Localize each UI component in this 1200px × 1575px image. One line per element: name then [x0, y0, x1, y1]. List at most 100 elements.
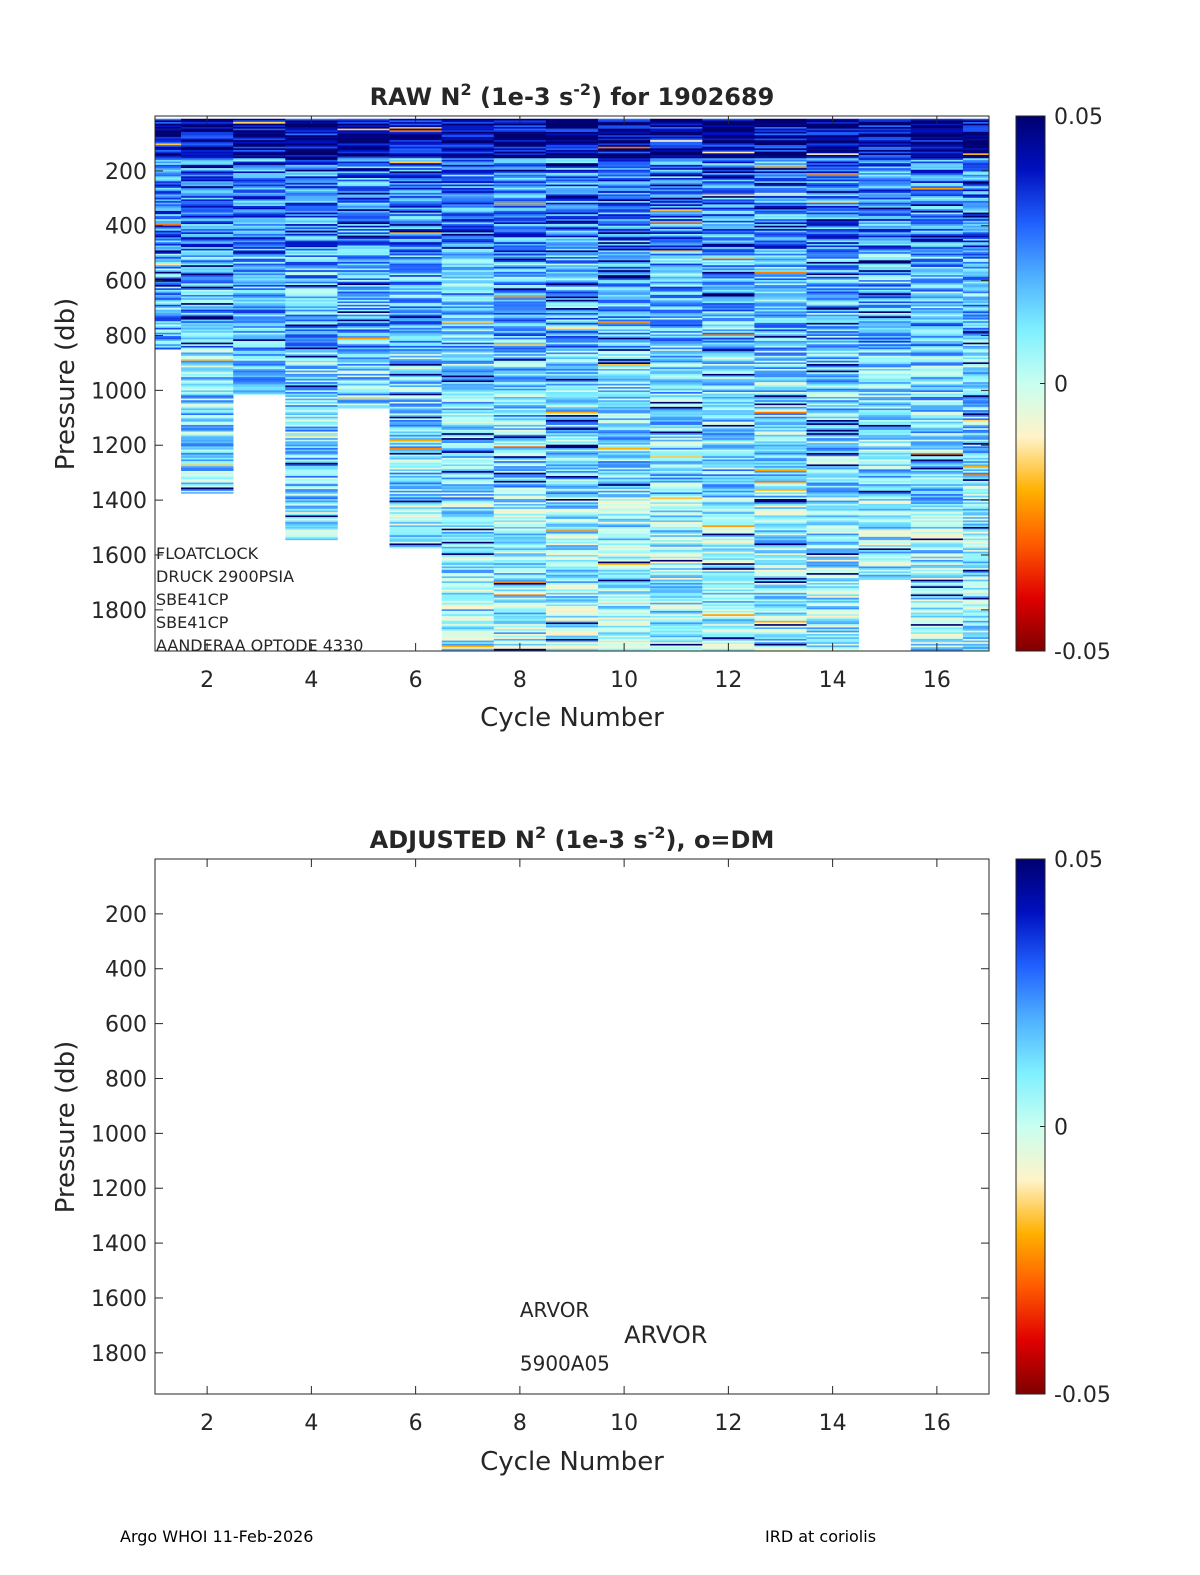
heat-cell: [181, 474, 234, 477]
heat-cell: [155, 322, 182, 325]
heat-cell: [155, 229, 182, 231]
raw-sensor-annotations: FLOATCLOCK DRUCK 2900PSIA SBE41CP SBE41C…: [156, 544, 363, 655]
heat-cell: [181, 126, 234, 129]
heat-cell: [754, 375, 807, 378]
heat-cell: [910, 378, 964, 381]
heat-cell: [441, 576, 495, 579]
heat-cell: [493, 364, 547, 366]
heat-cell: [858, 421, 912, 424]
heat-cell: [389, 227, 442, 230]
heat-cell: [702, 507, 755, 510]
heat-cell: [702, 375, 755, 378]
heat-cell: [910, 202, 964, 205]
heat-cell: [650, 523, 703, 526]
heat-cell: [806, 158, 859, 161]
heat-cell: [285, 436, 338, 439]
heat-cell: [233, 179, 286, 182]
heat-cell: [910, 238, 964, 241]
heat-cell: [181, 428, 234, 431]
heat-cell: [858, 576, 912, 579]
heat-cell: [650, 207, 703, 210]
heat-cell: [806, 484, 859, 487]
heat-cell: [650, 424, 703, 427]
heat-cell: [910, 614, 964, 617]
heat-cell: [441, 645, 495, 648]
heat-cell: [962, 424, 990, 427]
heat-cell: [233, 128, 286, 131]
heat-cell: [858, 261, 912, 264]
heat-cell: [806, 540, 859, 543]
heat-cell: [910, 186, 964, 189]
heat-cell: [702, 531, 755, 534]
heat-cell: [493, 487, 547, 490]
heat-cell: [389, 201, 442, 203]
heat-cell: [181, 454, 234, 457]
heat-cell: [806, 194, 859, 197]
heat-cell: [598, 535, 651, 538]
heat-cell: [962, 380, 990, 383]
heat-cell: [754, 480, 807, 483]
heat-cell: [702, 396, 755, 399]
heat-cell: [337, 250, 390, 253]
heat-cell: [650, 227, 703, 230]
heat-cell: [181, 306, 234, 309]
heat-cell: [858, 469, 912, 472]
heat-cell: [754, 392, 807, 394]
heat-cell: [285, 398, 338, 401]
heat-cell: [493, 258, 547, 261]
heat-cell: [754, 308, 807, 310]
heat-cell: [754, 192, 807, 195]
heat-cell: [806, 472, 859, 475]
y-tick-label: 600: [105, 270, 147, 295]
heat-cell: [702, 548, 755, 551]
heat-cell: [754, 596, 807, 599]
heat-cell: [493, 553, 547, 556]
heat-cell: [598, 456, 651, 459]
heat-cell: [337, 173, 390, 176]
heat-cell: [754, 187, 807, 190]
heat-cell: [545, 194, 599, 197]
heat-cell: [441, 629, 495, 631]
heat-cell: [702, 293, 755, 296]
heat-cell: [441, 625, 495, 628]
heat-cell: [441, 472, 495, 475]
heat-cell: [598, 138, 651, 141]
heat-cell: [181, 362, 234, 365]
heat-cell: [545, 296, 599, 299]
heat-cell: [441, 186, 495, 189]
heat-cell: [233, 347, 286, 350]
heat-cell: [806, 403, 859, 406]
heat-cell: [754, 303, 807, 306]
heat-cell: [910, 248, 964, 251]
heat-cell: [441, 265, 495, 268]
heat-cell: [754, 150, 807, 152]
heat-cell: [389, 492, 442, 495]
heat-cell: [962, 321, 990, 324]
heat-cell: [806, 265, 859, 268]
heat-cell: [545, 210, 599, 213]
heat-cell: [493, 201, 547, 203]
heat-cell: [650, 350, 703, 353]
heat-cell: [285, 207, 338, 210]
heat-cell: [754, 166, 807, 169]
heat-cell: [754, 533, 807, 536]
heat-cell: [858, 141, 912, 144]
heat-cell: [754, 196, 807, 199]
heat-cell: [806, 360, 859, 363]
heat-cell: [806, 352, 859, 355]
heat-cell: [702, 276, 755, 279]
heat-cell: [806, 418, 859, 421]
heat-cell: [910, 589, 964, 592]
heat-cell: [545, 451, 599, 454]
heat-cell: [806, 222, 859, 225]
heat-cell: [493, 518, 547, 521]
heat-cell: [493, 319, 547, 322]
heat-cell: [650, 184, 703, 187]
heat-cell: [754, 568, 807, 571]
heat-cell: [910, 319, 964, 322]
heat-cell: [702, 515, 755, 518]
heat-cell: [858, 258, 912, 261]
heat-cell: [285, 443, 338, 445]
heat-cell: [181, 475, 234, 478]
heat-cell: [962, 497, 990, 500]
